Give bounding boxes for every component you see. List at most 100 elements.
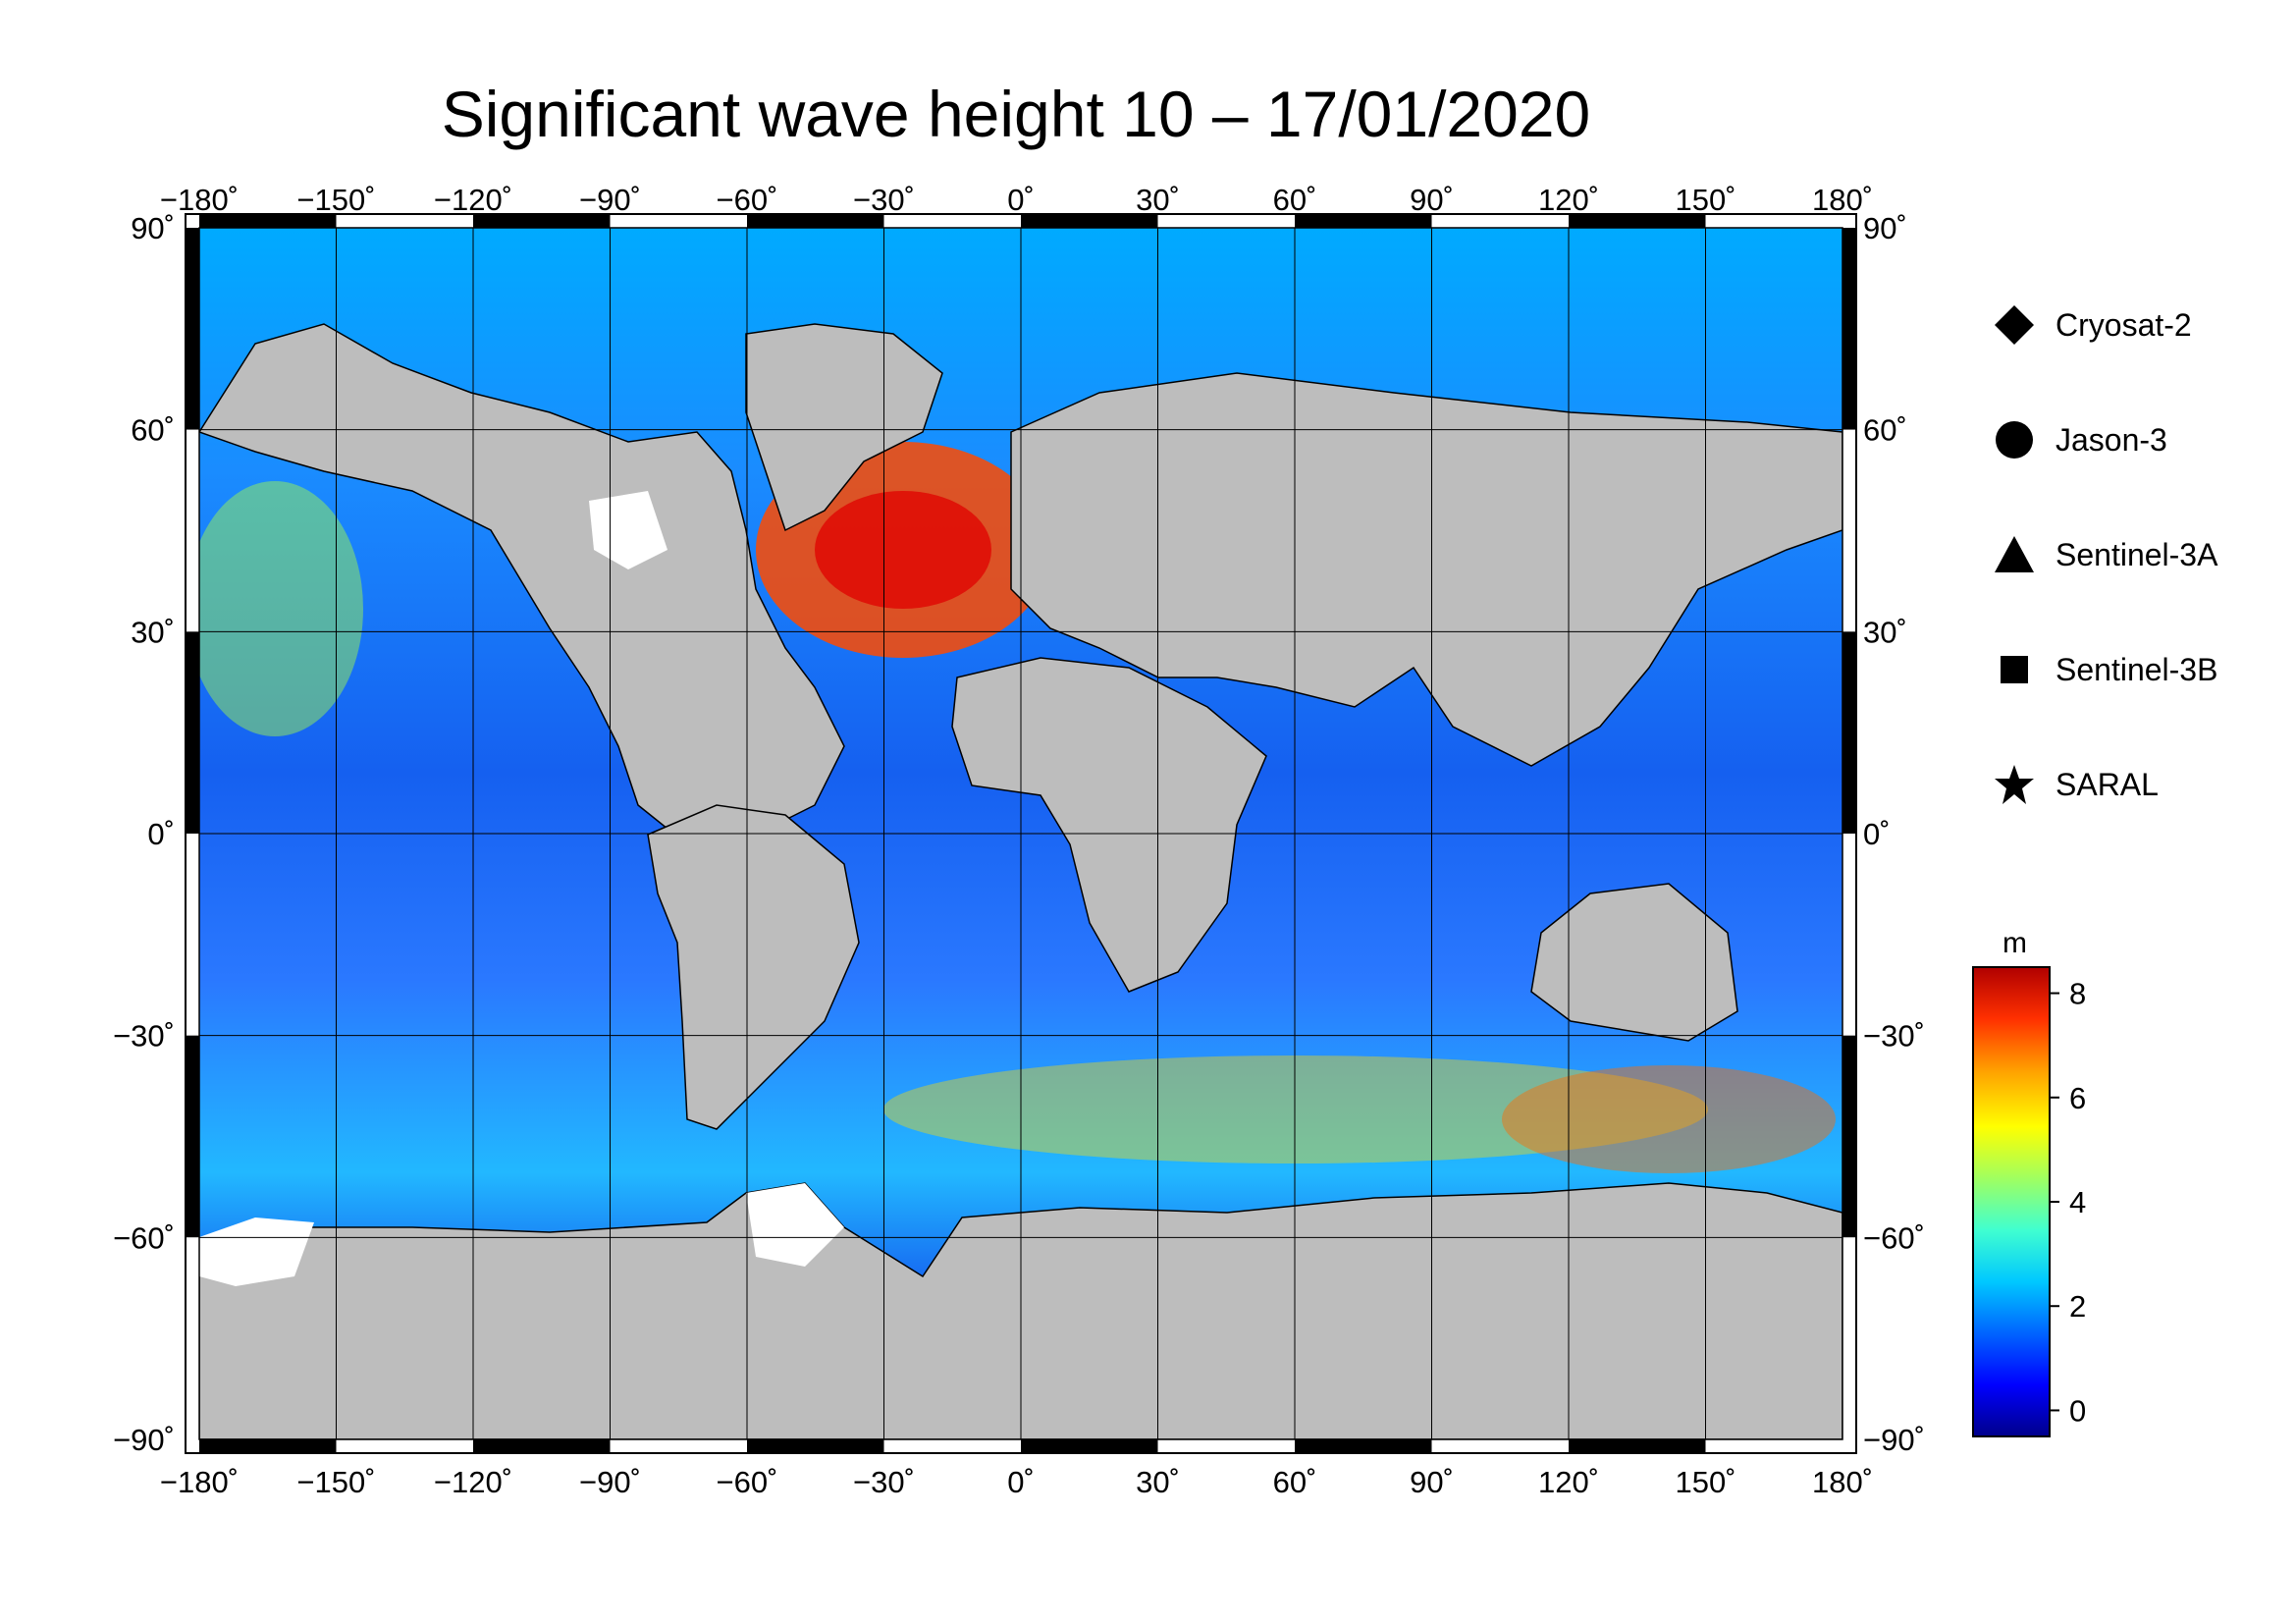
frame-segment [1021, 215, 1158, 228]
frame-segment [883, 215, 1021, 228]
legend-label: SARAL [2056, 766, 2159, 802]
north-atlantic-storm-core [815, 491, 991, 609]
lon-tick-label: −150˚ [296, 183, 375, 217]
europe-asia [1010, 372, 1842, 767]
lon-tick-label: −30˚ [853, 1465, 915, 1499]
colorbar-tick-label: 0 [2069, 1393, 2086, 1428]
colorbar-ticks: 8 6 4 2 0 [2050, 977, 2086, 1428]
lat-tick-label: 30˚ [1863, 615, 1907, 649]
frame-segment [187, 429, 199, 632]
triangle-icon [1995, 536, 2034, 572]
lat-tick-label: −60˚ [113, 1220, 175, 1255]
lon-tick-label: 30˚ [1136, 183, 1180, 217]
lat-tick-label: −60˚ [1863, 1220, 1925, 1255]
frame-segment [187, 1237, 199, 1439]
lon-tick-label: −120˚ [434, 1465, 512, 1499]
lon-tick-label: −150˚ [296, 1465, 375, 1499]
lat-axis-right: 90˚ 60˚ 30˚ 0˚ −30˚ −60˚ −90˚ [1863, 211, 1925, 1457]
circle-icon [1996, 421, 2033, 459]
frame-segment [1842, 631, 1855, 834]
ice-hudson [589, 491, 667, 569]
lon-axis-bottom: −180˚ −150˚ −120˚ −90˚ −60˚ −30˚ 0˚ 30˚ 60˚ 90˚ 12… [160, 1465, 1873, 1499]
legend-item-sentinel-3b: Sentinel-3B [1993, 645, 2217, 694]
north-america [199, 323, 845, 885]
map-title: Significant wave height 10 – 17/01/2020 [441, 78, 1591, 150]
frame-segment [1157, 215, 1295, 228]
lat-tick-label: −90˚ [1863, 1423, 1925, 1457]
frame-segment [610, 1439, 747, 1452]
frame-segment [1569, 1439, 1706, 1452]
frame-segment [883, 1439, 1021, 1452]
lon-tick-label: −60˚ [717, 183, 778, 217]
lon-tick-label: 60˚ [1273, 1465, 1317, 1499]
frame-segment [187, 631, 199, 834]
frame-segment [610, 215, 747, 228]
frame-segment [1295, 1439, 1432, 1452]
legend-label: Cryosat-2 [2056, 306, 2192, 343]
north-pacific-swell [199, 481, 363, 736]
legend-item-cryosat: Cryosat-2 [1993, 300, 2192, 350]
lat-tick-label: 90˚ [1863, 211, 1907, 245]
frame-segment [1842, 429, 1855, 632]
southern-ocean-swell-2 [1502, 1065, 1836, 1173]
frame-segment [199, 215, 337, 228]
lat-axis-left: 90˚ 60˚ 30˚ 0˚ −30˚ −60˚ −90˚ [113, 211, 175, 1457]
greenland [745, 323, 943, 532]
ice-ross [199, 1217, 314, 1286]
lon-tick-label: −90˚ [579, 183, 641, 217]
legend-item-jason: Jason-3 [1993, 415, 2167, 464]
frame-segment [1431, 215, 1569, 228]
lon-tick-label: 150˚ [1675, 1465, 1735, 1499]
africa [951, 657, 1267, 993]
south-america [647, 804, 860, 1130]
lat-tick-label: 30˚ [131, 615, 175, 649]
frame-segment [1705, 1439, 1842, 1452]
frame-segment [336, 215, 473, 228]
lat-tick-label: −90˚ [113, 1423, 175, 1457]
diamond-icon [1995, 305, 2034, 345]
lon-tick-label: 180˚ [1812, 1465, 1873, 1499]
lat-tick-label: −30˚ [113, 1019, 175, 1054]
frame-segment [187, 228, 199, 430]
frame-segment [1569, 215, 1706, 228]
lat-tick-label: −30˚ [1863, 1019, 1925, 1054]
australia [1530, 883, 1738, 1042]
lon-tick-label: 90˚ [1410, 183, 1454, 217]
frame-segment [1842, 228, 1855, 430]
lon-tick-label: 30˚ [1136, 1465, 1180, 1499]
frame-segment [199, 1439, 337, 1452]
lon-tick-label: 90˚ [1410, 1465, 1454, 1499]
colorbar-tick-label: 8 [2069, 977, 2086, 1011]
lon-tick-label: 180˚ [1812, 183, 1873, 217]
lon-tick-label: 150˚ [1675, 183, 1735, 217]
frame-segment [1431, 1439, 1569, 1452]
frame-segment [1157, 1439, 1295, 1452]
frame-segment [1295, 215, 1432, 228]
lon-tick-label: 0˚ [1007, 183, 1035, 217]
lat-tick-label: 0˚ [147, 817, 175, 851]
lon-tick-label: −60˚ [717, 1465, 778, 1499]
frame-segment [1842, 834, 1855, 1036]
ice-weddell [746, 1183, 844, 1267]
frame-segment [747, 1439, 884, 1452]
lat-tick-label: 60˚ [131, 413, 175, 448]
square-icon [2001, 656, 2028, 683]
map-border [198, 227, 1843, 1440]
lon-tick-label: 60˚ [1273, 183, 1317, 217]
legend-label: Sentinel-3A [2056, 536, 2218, 572]
lon-tick-label: 120˚ [1538, 183, 1599, 217]
frame-segment [473, 1439, 611, 1452]
lon-tick-label: −30˚ [853, 183, 915, 217]
colorbar-tick-label: 6 [2069, 1081, 2086, 1115]
lon-tick-label: −90˚ [579, 1465, 641, 1499]
colorbar [1972, 966, 2051, 1437]
lat-tick-label: 0˚ [1863, 817, 1891, 851]
colorbar-tick-label: 4 [2069, 1185, 2086, 1219]
frame-segment [1842, 1237, 1855, 1439]
frame-segment [473, 215, 611, 228]
graticule [198, 227, 1843, 1440]
frame-segment [336, 1439, 473, 1452]
lat-tick-label: 90˚ [131, 211, 175, 245]
lon-axis-top: −180˚ −150˚ −120˚ −90˚ −60˚ −30˚ 0˚ 30˚ 60˚ 90˚ 12… [160, 183, 1873, 217]
